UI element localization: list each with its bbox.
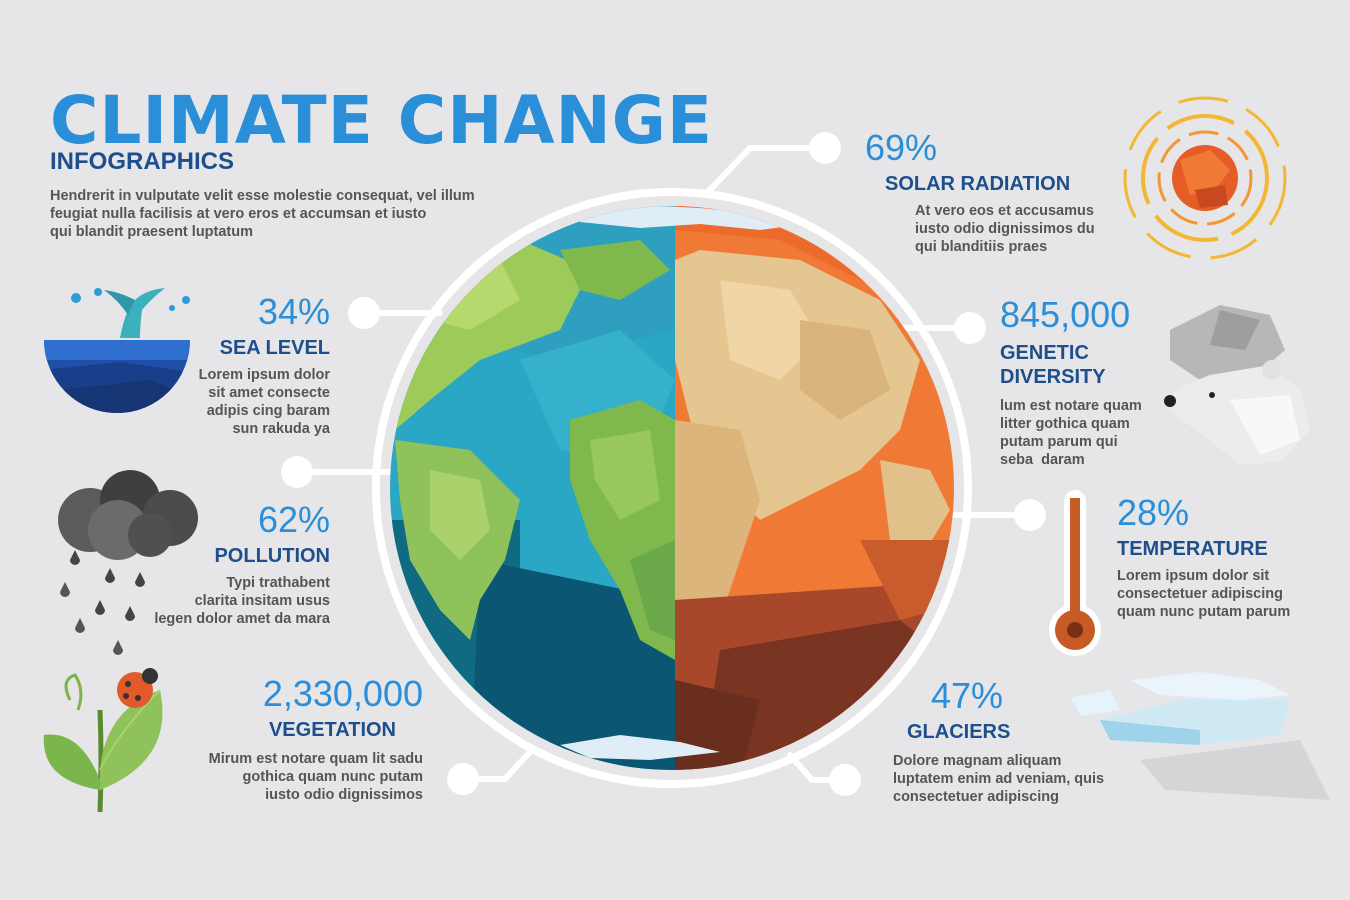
stat-value: 2,330,000 [262, 673, 423, 714]
stat-solar-radiation: 69% SOLAR RADIATION At vero eos et accus… [865, 128, 1095, 256]
stat-label: POLLUTION [214, 545, 330, 567]
stat-description: Mirum est notare quam lit sadu gothica q… [209, 750, 423, 804]
stat-temperature: 28% TEMPERATURE Lorem ipsum dolor sit co… [1117, 493, 1290, 621]
stat-sea-level: 34% SEA LEVEL Lorem ipsum dolor sit amet… [199, 292, 330, 438]
stat-value: 34% [257, 291, 330, 332]
desc-line: clarita insitam usus [194, 593, 330, 609]
desc-line: Mirum est notare quam lit sadu [208, 751, 423, 767]
page-subtitle: INFOGRAPHICS [50, 148, 235, 175]
stat-label: VEGETATION [268, 719, 396, 741]
stat-description: lum est notare quam litter gothica quam … [1000, 397, 1142, 469]
desc-line: consectetuer adipiscing [893, 789, 1059, 805]
page-title: CLIMATE CHANGE [50, 82, 714, 159]
stat-description: At vero eos et accusamus iusto odio dign… [915, 202, 1095, 256]
stat-value: 28% [1117, 492, 1190, 533]
whale-tail-icon [44, 288, 190, 413]
plant-ladybug-icon [43, 668, 163, 813]
connector-dots [281, 132, 1046, 796]
desc-line: consectetuer adipiscing [1117, 586, 1283, 602]
intro-line: Hendrerit in vulputate velit esse molest… [50, 188, 475, 204]
desc-line: putam parum qui [1000, 434, 1118, 450]
cloud-rain-icon [58, 470, 198, 655]
stat-vegetation: 2,330,000 VEGETATION Mirum est notare qu… [209, 674, 423, 804]
stat-value: 47% [931, 675, 1004, 716]
polar-bear-icon [1164, 305, 1310, 465]
stat-value: 69% [865, 127, 938, 168]
desc-line: seba daram [1000, 452, 1085, 468]
stat-description: Lorem ipsum dolor sit amet consecte adip… [199, 366, 330, 438]
thermometer-icon [1049, 490, 1101, 656]
sun-icon [1123, 96, 1287, 260]
desc-line: iusto odio dignissimos [265, 787, 423, 803]
stat-label: GLACIERS [907, 721, 1011, 743]
desc-line: Lorem ipsum dolor sit [1117, 568, 1270, 584]
desc-line: At vero eos et accusamus [915, 203, 1094, 219]
desc-line: Typi trathabent [226, 575, 330, 591]
stat-value: 62% [257, 499, 330, 540]
stat-genetic-diversity: 845,000 GENETIC DIVERSITY lum est notare… [1000, 295, 1142, 469]
intro-line: feugiat nulla facilisis at vero eros et … [50, 206, 427, 222]
desc-line: adipis cing baram [206, 403, 330, 419]
stat-label: SOLAR RADIATION [885, 173, 1071, 195]
stat-pollution: 62% POLLUTION Typi trathabent clarita in… [154, 500, 330, 628]
desc-line: legen dolor amet da mara [154, 611, 330, 627]
desc-line: Lorem ipsum dolor [198, 367, 330, 383]
desc-line: Dolore magnam aliquam [893, 753, 1062, 769]
desc-line: iusto odio dignissimos du [915, 221, 1095, 237]
stat-label-line: DIVERSITY [1000, 366, 1106, 388]
desc-line: gothica quam nunc putam [242, 769, 423, 785]
stat-description: Typi trathabent clarita insitam usus leg… [154, 574, 330, 628]
glacier-icon [1070, 672, 1330, 800]
stat-description: Lorem ipsum dolor sit consectetuer adipi… [1117, 567, 1290, 621]
stat-label: TEMPERATURE [1117, 538, 1268, 560]
stat-label-line: GENETIC [1000, 342, 1089, 364]
desc-line: litter gothica quam [1000, 416, 1130, 432]
stat-glaciers: 47% GLACIERS Dolore magnam aliquam lupta… [893, 676, 1104, 806]
stat-description: Dolore magnam aliquam luptatem enim ad v… [893, 752, 1104, 806]
desc-line: sit amet consecte [208, 385, 330, 401]
globe-ring [372, 188, 972, 788]
desc-line: qui blanditiis praes [915, 239, 1048, 255]
desc-line: quam nunc putam parum [1117, 604, 1291, 620]
stat-label: SEA LEVEL [219, 337, 330, 359]
desc-line: luptatem enim ad veniam, quis [893, 771, 1105, 787]
stat-value: 845,000 [1000, 294, 1131, 335]
intro-text: Hendrerit in vulputate velit esse molest… [50, 187, 490, 241]
intro-line: qui blandit praesent luptatum [50, 224, 254, 240]
desc-line: lum est notare quam [1000, 398, 1142, 414]
desc-line: sun rakuda ya [232, 421, 330, 437]
